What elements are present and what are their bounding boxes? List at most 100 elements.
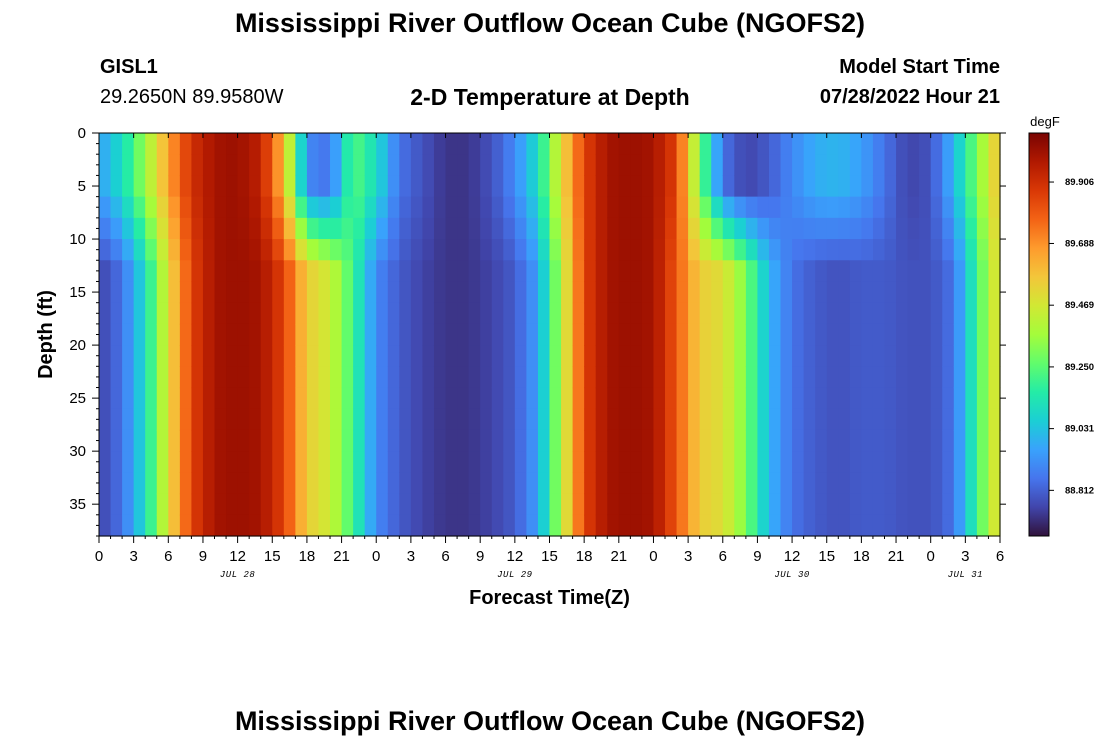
heatmap-cell [376, 345, 389, 367]
heatmap-cell [457, 493, 470, 516]
x-tick-label: 0 [649, 548, 657, 565]
heatmap-cell [884, 302, 897, 325]
heatmap-cell [226, 345, 239, 367]
heatmap-cell [306, 451, 320, 473]
heatmap-cell [572, 408, 585, 431]
heatmap-cell [145, 387, 158, 410]
heatmap-cell [584, 514, 597, 537]
heatmap-cell [399, 154, 412, 177]
heatmap-cell [341, 408, 354, 431]
heatmap-cell [988, 429, 1001, 452]
heatmap-cell [364, 239, 377, 261]
heatmap-cell [676, 472, 689, 495]
heatmap-cell [711, 217, 724, 240]
heatmap-cell [942, 366, 955, 389]
heatmap-cell [179, 196, 193, 219]
heatmap-cell [815, 196, 828, 219]
heatmap-cell [711, 133, 724, 155]
heatmap-cell [653, 133, 666, 155]
heatmap-cell [907, 345, 920, 367]
heatmap-cell [826, 408, 839, 431]
heatmap-cell [665, 281, 678, 304]
heatmap-cell [722, 239, 735, 261]
heatmap-cell [168, 260, 181, 283]
heatmap-cell [815, 345, 828, 367]
heatmap-cell [896, 302, 909, 325]
heatmap-cell [526, 429, 539, 452]
heatmap-cell [514, 239, 527, 261]
heatmap-cell [272, 366, 285, 389]
heatmap-cell [330, 154, 343, 177]
heatmap-cell [780, 217, 793, 240]
heatmap-cell [549, 175, 562, 198]
heatmap-cell [145, 408, 158, 431]
heatmap-cell [561, 323, 574, 346]
heatmap-cell [826, 345, 839, 367]
heatmap-cell [688, 302, 701, 325]
heatmap-cell [514, 366, 527, 389]
heatmap-cell [919, 133, 932, 155]
heatmap-cell [353, 408, 366, 431]
heatmap-cell [526, 302, 539, 325]
heatmap-cell [526, 387, 539, 410]
heatmap-cell [457, 260, 470, 283]
heatmap-cell [410, 493, 424, 516]
heatmap-cell [953, 133, 966, 155]
heatmap-cell [930, 472, 943, 495]
heatmap-cell [410, 154, 424, 177]
heatmap-cell [457, 345, 470, 367]
heatmap-cell [711, 323, 724, 346]
heatmap-cell [815, 217, 828, 240]
heatmap-cell [688, 472, 701, 495]
heatmap-cell [399, 260, 412, 283]
heatmap-cell [676, 451, 689, 473]
heatmap-cell [387, 345, 400, 367]
heatmap-cell [364, 175, 377, 198]
heatmap-cell [757, 217, 770, 240]
heatmap-cell [387, 451, 400, 473]
heatmap-cell [572, 451, 585, 473]
heatmap-cell [872, 472, 886, 495]
heatmap-cell [122, 175, 135, 198]
heatmap-cell [815, 281, 828, 304]
heatmap-cell [907, 196, 920, 219]
heatmap-cell [607, 408, 620, 431]
heatmap-cell [318, 260, 331, 283]
heatmap-cell [838, 154, 851, 177]
heatmap-cell [826, 451, 839, 473]
heatmap-cell [896, 217, 909, 240]
heatmap-cell [422, 196, 435, 219]
heatmap-cell [202, 239, 216, 261]
heatmap-cell [688, 175, 701, 198]
heatmap-cell [387, 133, 400, 155]
heatmap-cell [849, 239, 862, 261]
heatmap-cell [734, 260, 747, 283]
heatmap-cell [780, 408, 793, 431]
heatmap-cell [341, 429, 354, 452]
heatmap-cell [665, 217, 678, 240]
heatmap-cell [399, 217, 412, 240]
heatmap-cell [364, 217, 377, 240]
heatmap-cell [433, 154, 447, 177]
heatmap-cell [722, 472, 735, 495]
heatmap-cell [919, 387, 932, 410]
heatmap-cell [179, 281, 193, 304]
heatmap-cell [630, 429, 643, 452]
heatmap-cell [537, 472, 551, 495]
heatmap-cell [410, 429, 424, 452]
heatmap-cell [711, 196, 724, 219]
x-tick-label: 6 [441, 548, 449, 565]
heatmap-cell [226, 302, 239, 325]
heatmap-cell [260, 387, 273, 410]
heatmap-cell [976, 366, 990, 389]
heatmap-cell [734, 239, 747, 261]
heatmap-cell [757, 196, 770, 219]
heatmap-cell [410, 451, 424, 473]
heatmap-cell [919, 493, 932, 516]
heatmap-cell [526, 472, 539, 495]
x-date-label: JUL 29 [497, 570, 533, 580]
heatmap-cell [122, 514, 135, 537]
heatmap-cell [896, 175, 909, 198]
heatmap-cell [168, 472, 181, 495]
heatmap-cell [468, 345, 481, 367]
